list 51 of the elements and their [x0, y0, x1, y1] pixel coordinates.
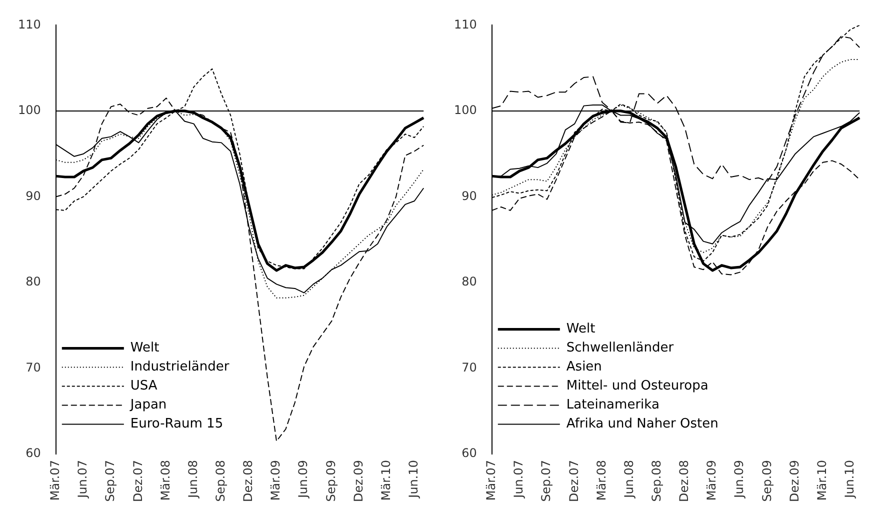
- y-tick-label: 60: [26, 446, 41, 460]
- x-tick-label: Dez.07: [566, 460, 581, 502]
- legend-label: Asien: [566, 360, 602, 375]
- x-tick-label: Sep.08: [213, 460, 228, 502]
- x-tick-label: Mär.10: [378, 460, 393, 501]
- x-tick-label: Mär.08: [594, 460, 608, 501]
- x-tick-label: Dez.08: [241, 460, 256, 502]
- y-tick-label: 110: [454, 17, 477, 32]
- x-tick-label: Mär.10: [814, 460, 829, 501]
- y-tick-label: 80: [462, 274, 477, 289]
- legend-label: Mittel- und Osteuropa: [566, 378, 708, 394]
- legend-label: Welt: [130, 340, 160, 356]
- x-tick-label: Sep.08: [649, 460, 664, 502]
- legend-label: Lateinamerika: [566, 398, 660, 413]
- legend-label: Afrika und Naher Osten: [566, 416, 718, 432]
- y-tick-label: 60: [462, 446, 477, 460]
- x-tick-label: Mär.08: [158, 460, 172, 501]
- legend-label: USA: [130, 378, 158, 394]
- x-tick-label: Dez.07: [130, 460, 145, 502]
- y-tick-label: 90: [26, 188, 41, 203]
- x-tick-label: Jun.10: [842, 460, 857, 499]
- x-tick-label: Jun.09: [296, 460, 310, 499]
- x-tick-label: Jun.08: [622, 460, 636, 499]
- y-tick-label: 80: [26, 274, 41, 289]
- x-tick-label: Jun.09: [732, 460, 746, 499]
- x-tick-label: Mär.07: [48, 460, 62, 501]
- x-tick-label: Dez.09: [787, 460, 802, 502]
- x-tick-label: Sep.07: [539, 460, 554, 502]
- y-tick-label: 90: [462, 188, 477, 203]
- x-tick-label: Jun.08: [186, 460, 200, 499]
- x-tick-label: Jun.10: [406, 460, 421, 499]
- legend-label: Euro-Raum 15: [130, 416, 224, 432]
- y-tick-label: 100: [18, 103, 41, 118]
- x-tick-label: Sep.09: [324, 460, 338, 502]
- legend-label: Welt: [566, 322, 596, 337]
- x-tick-label: Dez.08: [677, 460, 692, 502]
- legend-label: Japan: [129, 398, 167, 413]
- legend-label: Schwellenländer: [566, 340, 674, 356]
- x-tick-label: Jun.07: [76, 460, 90, 499]
- y-tick-label: 70: [26, 360, 41, 374]
- x-tick-label: Mär.09: [704, 460, 719, 501]
- y-tick-label: 70: [462, 360, 477, 374]
- y-tick-label: 100: [454, 103, 477, 118]
- x-tick-label: Sep.07: [103, 460, 118, 502]
- x-tick-label: Mär.09: [268, 460, 283, 501]
- x-tick-label: Mär.07: [484, 460, 498, 501]
- legend-label: Industrieländer: [130, 360, 230, 375]
- y-tick-label: 110: [18, 17, 41, 32]
- x-tick-label: Sep.09: [760, 460, 774, 502]
- x-tick-label: Jun.07: [512, 460, 526, 499]
- x-tick-label: Dez.09: [351, 460, 366, 502]
